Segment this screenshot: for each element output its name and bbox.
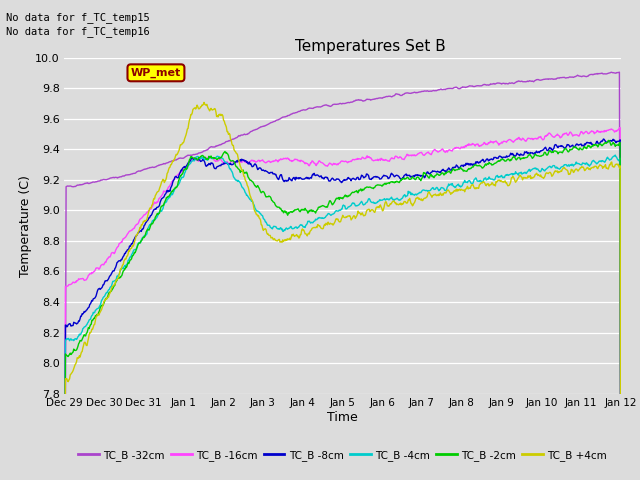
X-axis label: Time: Time (327, 410, 358, 423)
Text: WP_met: WP_met (131, 68, 181, 78)
Text: No data for f_TC_temp16: No data for f_TC_temp16 (6, 26, 150, 37)
Title: Temperatures Set B: Temperatures Set B (295, 39, 445, 54)
Text: No data for f_TC_temp15: No data for f_TC_temp15 (6, 12, 150, 23)
Legend: TC_B -32cm, TC_B -16cm, TC_B -8cm, TC_B -4cm, TC_B -2cm, TC_B +4cm: TC_B -32cm, TC_B -16cm, TC_B -8cm, TC_B … (74, 446, 611, 465)
Y-axis label: Temperature (C): Temperature (C) (19, 175, 33, 276)
